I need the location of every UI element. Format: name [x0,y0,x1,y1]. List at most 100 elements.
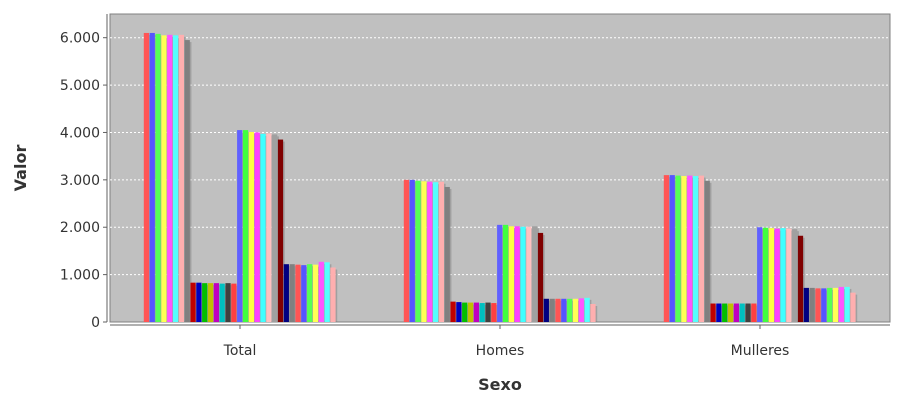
bar [745,303,751,322]
bar [687,175,693,322]
bar [272,134,278,322]
bar [143,32,150,322]
y-axis-title: Valor [11,145,30,192]
x-tick-label: Mulleres [731,343,790,359]
bar [786,228,792,322]
bar [774,228,780,322]
x-tick-label: Homes [476,343,525,359]
y-axis: 0 1.000 2.000 3.000 4.000 5.000 6.000 [60,14,108,331]
y-tick-label: 5.000 [60,78,100,94]
bar [780,228,786,322]
bar [815,288,821,322]
bar [844,286,850,322]
bar [508,226,514,322]
bar [219,283,225,322]
bar [155,33,161,322]
bar [184,40,190,323]
bar [681,176,687,322]
bar [307,264,313,322]
bar [710,303,716,322]
bar [409,179,415,322]
bar [809,287,815,322]
bar [178,34,185,322]
bar [248,131,254,322]
bar [318,261,324,322]
bar [537,232,544,322]
bar [675,175,681,322]
bar [850,292,856,322]
bar [324,262,330,322]
bar [330,267,336,322]
bar [196,282,202,322]
bar [456,302,462,322]
bar [254,132,260,322]
x-tick-label: Total [223,343,257,359]
bar [444,186,450,322]
bar [450,301,456,322]
bar [427,181,433,322]
y-tick-label: 2.000 [60,220,100,236]
bar [698,175,705,322]
bar [669,175,675,322]
bar [202,283,208,322]
bar [289,264,295,322]
y-tick-label: 4.000 [60,125,100,141]
bar [295,264,301,322]
bar [704,180,710,322]
bar [549,298,555,322]
bar [526,226,532,322]
bar [167,34,173,322]
bar [438,181,445,322]
bar [532,226,538,322]
y-tick-label: 6.000 [60,31,100,47]
bar [792,229,798,322]
bar [572,298,579,322]
bar [584,297,590,322]
bar [190,282,196,322]
bar [716,303,722,322]
bar [301,265,307,322]
bar [462,302,468,322]
bar [739,303,745,322]
x-axis: Total Homes Mulleres [110,324,890,359]
bar [567,298,573,322]
bar [207,283,214,322]
bar [768,228,774,322]
bar [590,303,596,322]
bar [692,176,699,322]
bar [479,303,485,322]
bar [543,298,549,322]
x-axis-title: Sexo [478,375,522,394]
bar [803,287,809,322]
bar [213,283,219,322]
bar [722,303,728,322]
bar [502,224,509,322]
bar [403,179,410,322]
bar-series [143,32,858,323]
bar [838,286,844,322]
bar [514,226,520,322]
y-tick-label: 1.000 [60,268,100,284]
bar [821,288,827,322]
bar [491,303,497,322]
y-tick-label: 0 [91,315,100,331]
bar [415,180,421,322]
bar [432,182,439,322]
bar [751,303,757,322]
bar [827,287,833,322]
bar [467,302,474,322]
bar [231,283,237,322]
bar [727,303,734,322]
bar [283,264,289,322]
bar [555,298,561,322]
bar [561,298,567,322]
bar [312,264,319,322]
bar [485,302,491,322]
bar [473,302,479,322]
bar [578,298,584,322]
bar [172,35,179,322]
bar [762,227,769,322]
bar [266,133,272,322]
y-tick-label: 3.000 [60,173,100,189]
